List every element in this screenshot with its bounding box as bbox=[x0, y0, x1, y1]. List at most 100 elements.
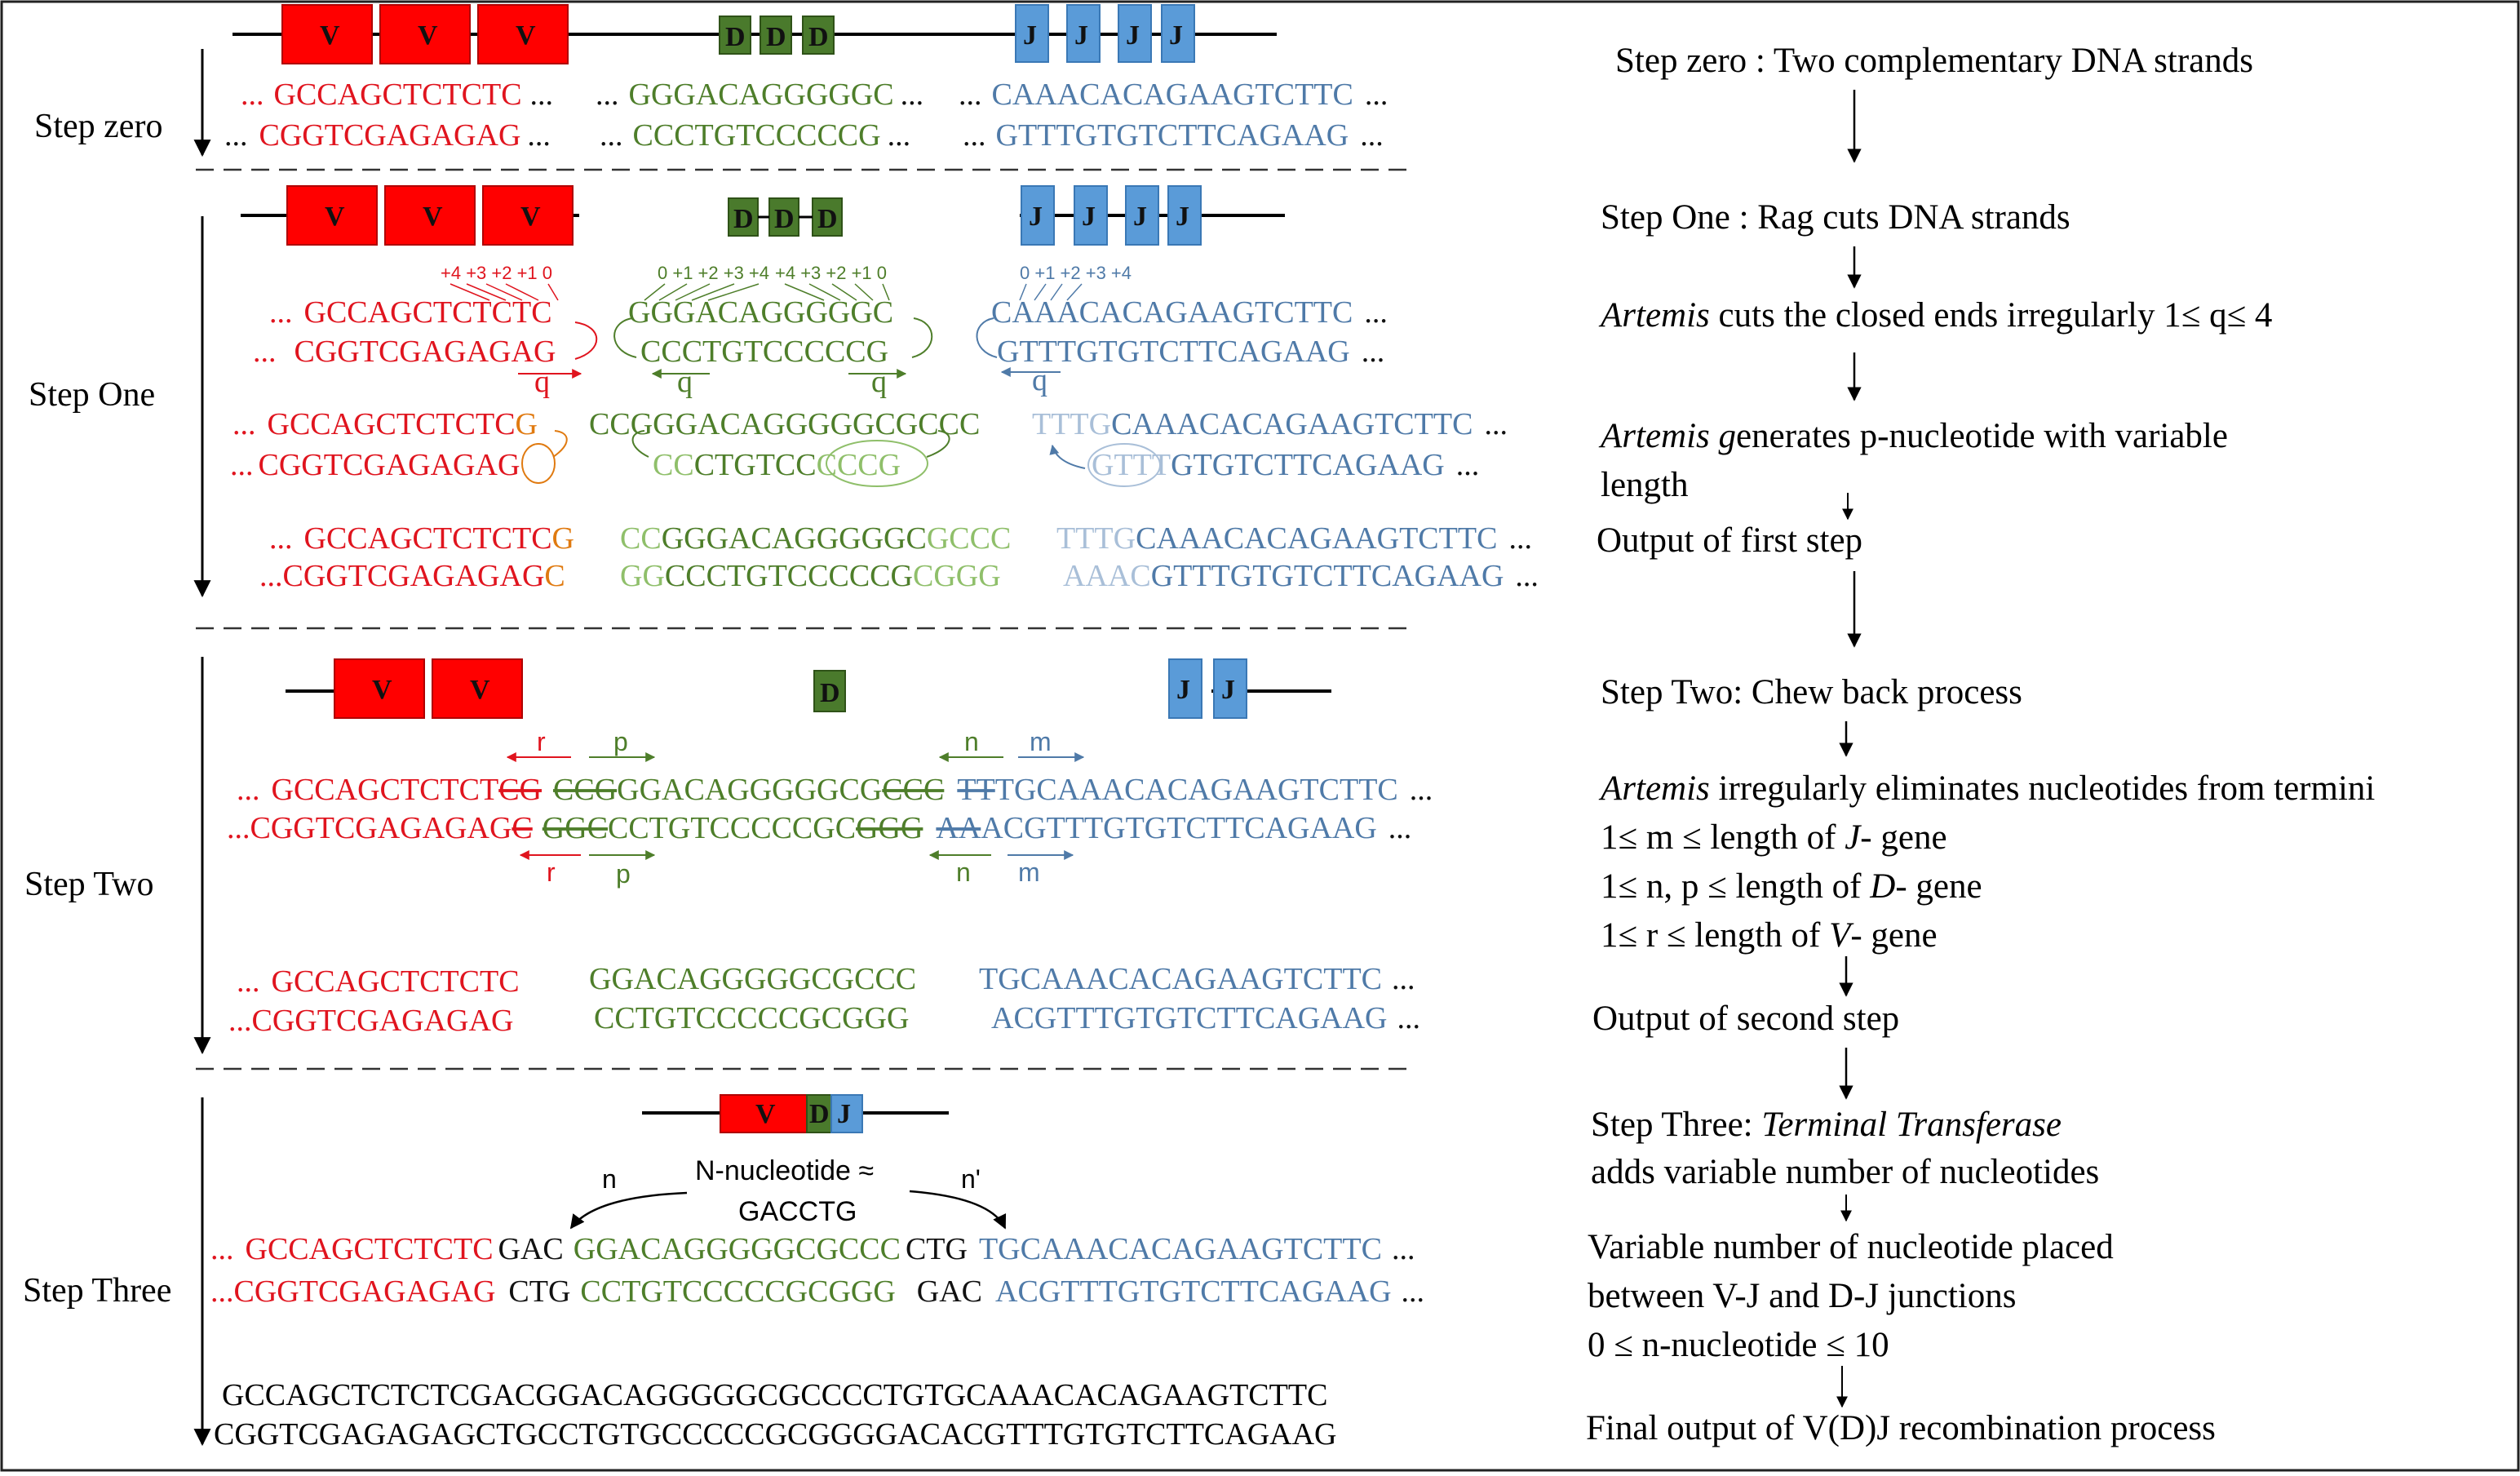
svg-text:J: J bbox=[1133, 202, 1147, 232]
step-zero-gene-map: V V V D D D J J J J bbox=[233, 4, 1277, 64]
svg-text:q: q bbox=[1032, 363, 1047, 397]
process-flowchart: Step zero : Two complementary DNA strand… bbox=[1586, 42, 2375, 1447]
svg-text:GACCTG: GACCTG bbox=[738, 1196, 857, 1227]
svg-text:adds variable number of nucleo: adds variable number of nucleotides bbox=[1591, 1153, 2099, 1191]
svg-text:...CGGTCGAGAGAG: ...CGGTCGAGAGAG bbox=[253, 335, 556, 369]
step-zero-label: Step zero bbox=[34, 108, 162, 145]
svg-text:n: n bbox=[602, 1164, 617, 1194]
svg-text:J: J bbox=[1169, 20, 1183, 51]
svg-text:J: J bbox=[1176, 675, 1190, 705]
flow-np-range: 1≤ n, p ≤ length of D- gene bbox=[1601, 867, 1982, 906]
step-two-gene-map: V V D J J bbox=[286, 658, 1331, 719]
step-two-output: ... GCCAGCTCTCTC ...CGGTCGAGAGAG GGACAGGG… bbox=[228, 962, 1420, 1038]
svg-text:n: n bbox=[964, 727, 979, 756]
j-gene-segment bbox=[1066, 4, 1101, 63]
flow-step-zero: Step zero : Two complementary DNA strand… bbox=[1615, 42, 2253, 80]
v-hairpin bbox=[574, 321, 598, 360]
svg-text:CCGGGACAGGGGGCGCCC: CCGGGACAGGGGGCGCCC bbox=[589, 407, 980, 441]
flow-artemis-eliminates: Artemis irregularly eliminates nucleotid… bbox=[1598, 769, 2375, 808]
svg-text:V: V bbox=[423, 202, 443, 232]
svg-text:q: q bbox=[534, 365, 550, 399]
d-gene-segment bbox=[719, 16, 751, 55]
svg-text:J: J bbox=[1176, 202, 1189, 232]
svg-text:CGGTCGAGAGAGCTGCCTGTGCCCCCGCGG: CGGTCGAGAGAGCTGCCTGTGCCCCCGCGGGGACACGTTT… bbox=[214, 1417, 1336, 1452]
svg-text:V: V bbox=[325, 202, 345, 232]
flow-step-two: Step Two: Chew back process bbox=[1601, 673, 2022, 711]
svg-text:D: D bbox=[725, 22, 746, 52]
svg-text:GGGACAGGGGGC: GGGACAGGGGGC bbox=[628, 295, 893, 330]
svg-text:V: V bbox=[418, 20, 438, 51]
flow-output-first: Output of first step bbox=[1597, 521, 1862, 560]
j-gene-segment bbox=[1167, 185, 1202, 246]
chew-back-arrows-bottom: r p n m bbox=[519, 850, 1074, 889]
d-gene-segment bbox=[802, 16, 835, 55]
v-gene-segment bbox=[384, 185, 476, 246]
svg-text:n: n bbox=[956, 858, 971, 887]
svg-text:m: m bbox=[1018, 858, 1040, 887]
j-gene-segment bbox=[1125, 185, 1159, 246]
svg-text:GTTTGTGTCTTCAGAAG...: GTTTGTGTCTTCAGAAG... bbox=[1092, 448, 1479, 482]
flow-output-second: Output of second step bbox=[1592, 1000, 1899, 1038]
j-p-nucleotide-circle bbox=[1087, 443, 1161, 487]
d-hairpin-right bbox=[911, 317, 933, 358]
svg-text:J: J bbox=[1074, 20, 1088, 51]
svg-text:...GCCAGCTCTCTC: ... GCCAGCTCTCTC bbox=[237, 964, 520, 999]
svg-text:p: p bbox=[616, 859, 631, 889]
d-gene-segment bbox=[760, 16, 792, 55]
svg-text:...CGGTCGAGAGAG...: ... CGGTCGAGAGAG... bbox=[224, 118, 551, 153]
step-three-label: Step Three bbox=[23, 1272, 171, 1310]
d-position-markers-right: +4 +3 +2 +1 0 bbox=[775, 263, 887, 283]
step-one-label: Step One bbox=[29, 376, 155, 414]
j-hairpin bbox=[976, 317, 998, 358]
step-three-sequences: ... GCCAGCTCTCTC GAC GGACAGGGGGCGCCC CTG TGCA… bbox=[210, 1232, 1424, 1309]
svg-text:r: r bbox=[537, 727, 546, 756]
svg-text:D: D bbox=[774, 204, 795, 234]
flow-p-nucleotide: Artemis generates p-nucleotide with vari… bbox=[1598, 417, 2228, 455]
svg-text:...CGGTCGAGAGAG: ...CGGTCGAGAGAG bbox=[230, 448, 520, 482]
svg-text:n': n' bbox=[961, 1164, 981, 1194]
svg-text:J: J bbox=[1221, 675, 1235, 705]
d-gene-segment bbox=[768, 197, 799, 237]
svg-text:V: V bbox=[755, 1099, 776, 1129]
svg-text:V: V bbox=[520, 202, 541, 232]
svg-text:...GCCAGCTCTCTC: ... GCCAGCTCTCTC bbox=[269, 295, 552, 330]
step-two-label: Step Two bbox=[24, 866, 153, 903]
svg-text:GTTTGTGTCTTCAGAAG...: GTTTGTGTCTTCAGAAG... bbox=[997, 335, 1384, 369]
j-gene-segment bbox=[1015, 4, 1049, 63]
svg-text:D: D bbox=[817, 204, 838, 234]
flow-final-output: Final output of V(D)J recombination proc… bbox=[1586, 1409, 2216, 1447]
svg-text:p: p bbox=[613, 727, 628, 756]
d-p-nucleotide-circle bbox=[826, 440, 928, 487]
svg-text:CAAACACAGAAGTCTTC...: CAAACACAGAAGTCTTC... bbox=[991, 295, 1388, 330]
step-one-output: ... GCCAGCTCTCTCG ...CGGTCGAGAGAGC CCGGGA… bbox=[259, 521, 1539, 593]
d-position-markers-left: 0 +1 +2 +3 +4 bbox=[658, 263, 769, 283]
v-gene-segment bbox=[432, 658, 523, 719]
j-position-markers: 0 +1 +2 +3 +4 bbox=[1020, 263, 1132, 283]
svg-text:V: V bbox=[372, 675, 392, 705]
svg-text:CCTGTCCCCCGCGGG: CCTGTCCCCCGCGGG bbox=[594, 1001, 909, 1035]
svg-text:GGACAGGGGGCGCCC: GGACAGGGGGCGCCC bbox=[589, 962, 916, 996]
j-gene-segment bbox=[1074, 185, 1108, 246]
svg-text:m: m bbox=[1030, 727, 1052, 756]
svg-text:...CAAACACAGAAGTCTTC...: ... CAAACACAGAAGTCTTC... bbox=[959, 78, 1388, 112]
svg-text:q: q bbox=[677, 365, 693, 399]
svg-text:...GCCAGCTCTCTCG: ... GCCAGCTCTCTCG bbox=[233, 407, 538, 441]
svg-text:D: D bbox=[808, 22, 829, 52]
svg-text:TGCAAACACAGAAGTCTTC...: TGCAAACACAGAAGTCTTC... bbox=[979, 962, 1415, 996]
svg-text:CCGGGACAGGGGGCGCCC: CCGGGACAGGGGGCGCCC bbox=[620, 521, 1011, 556]
final-recombined-sequence: GCCAGCTCTCTCGACGGACAGGGGGCGCCCCTGTGCAAAC… bbox=[214, 1378, 1336, 1452]
step-one-gene-map: V V V D D D J J J J bbox=[241, 185, 1285, 246]
step-two-sequences: ... GCCAGCTCTCTCG CCGGGACAGGGGGCGCCC TTTGCA… bbox=[227, 773, 1433, 845]
chew-back-arrows-top: r p n m bbox=[506, 727, 1085, 762]
step-one-p-nucleotide-sequences: ... GCCAGCTCTCTCG ... CGGTCGAGAGAG CCGGGAC… bbox=[230, 407, 1508, 482]
svg-text:D: D bbox=[733, 204, 754, 234]
svg-text:CCCTGTCCCCCG: CCCTGTCCCCCG bbox=[640, 335, 888, 369]
svg-text:between V-J and D-J junctions: between V-J and D-J junctions bbox=[1588, 1277, 2017, 1315]
svg-text:J: J bbox=[1082, 202, 1096, 232]
svg-text:V: V bbox=[516, 20, 536, 51]
svg-text:N-nucleotide ≈: N-nucleotide ≈ bbox=[695, 1155, 874, 1186]
svg-text:J: J bbox=[1126, 20, 1140, 51]
v-position-markers: +4 +3 +2 +1 0 bbox=[441, 263, 552, 283]
svg-text:q: q bbox=[871, 365, 887, 399]
